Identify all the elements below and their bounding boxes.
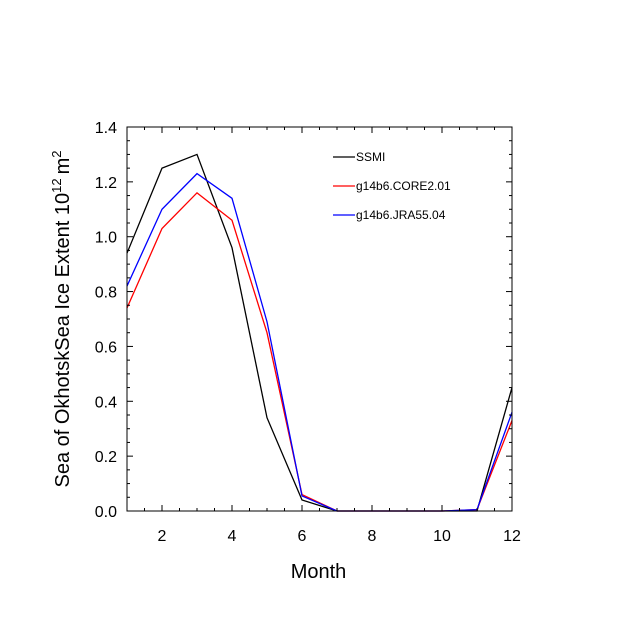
y-tick-label: 0.0 [95,504,117,521]
y-tick-label: 0.4 [95,394,117,411]
y-axis-title-unit-exponent: 2 [49,151,64,158]
series-line-3 [126,172,513,512]
legend-label-3: g14b6.JRA55.04 [356,208,446,222]
legend-label-1: SSMI [356,150,385,164]
series-line-1 [126,153,513,512]
legend: SSMI g14b6.CORE2.01 g14b6.JRA55.04 [333,150,451,222]
y-tick-label: 1.4 [95,120,117,137]
plot-series-group [126,153,513,512]
y-tick-label: 0.6 [95,339,117,356]
y-axis-title: Sea of OkhotskSea Ice Extent 1012 m2 [49,151,74,488]
x-tick-label: 12 [503,528,521,545]
x-tick-label: 8 [368,528,377,545]
y-tick-label: 1.0 [95,230,117,247]
x-tick-label: 4 [228,528,237,545]
y-tick-label: 1.2 [95,175,117,192]
series-line-2 [126,191,513,512]
x-tick-label: 2 [158,528,167,545]
y-axis-title-unit: m [52,158,74,175]
y-axis-title-exponent: 12 [49,178,64,192]
axes-group: 2 4 6 8 10 12 0.0 0.2 0.4 0.6 0.8 1.0 1.2 1.4 [95,120,521,545]
x-axis-title: Month [291,561,347,583]
x-tick-label: 10 [433,528,451,545]
legend-label-2: g14b6.CORE2.01 [356,179,451,193]
plot-frame [126,126,513,512]
y-tick-label: 0.2 [95,449,117,466]
x-tick-label: 6 [298,528,307,545]
y-tick-label: 0.8 [95,285,117,302]
y-axis-title-text: Sea of OkhotskSea Ice Extent 10 [52,193,74,488]
